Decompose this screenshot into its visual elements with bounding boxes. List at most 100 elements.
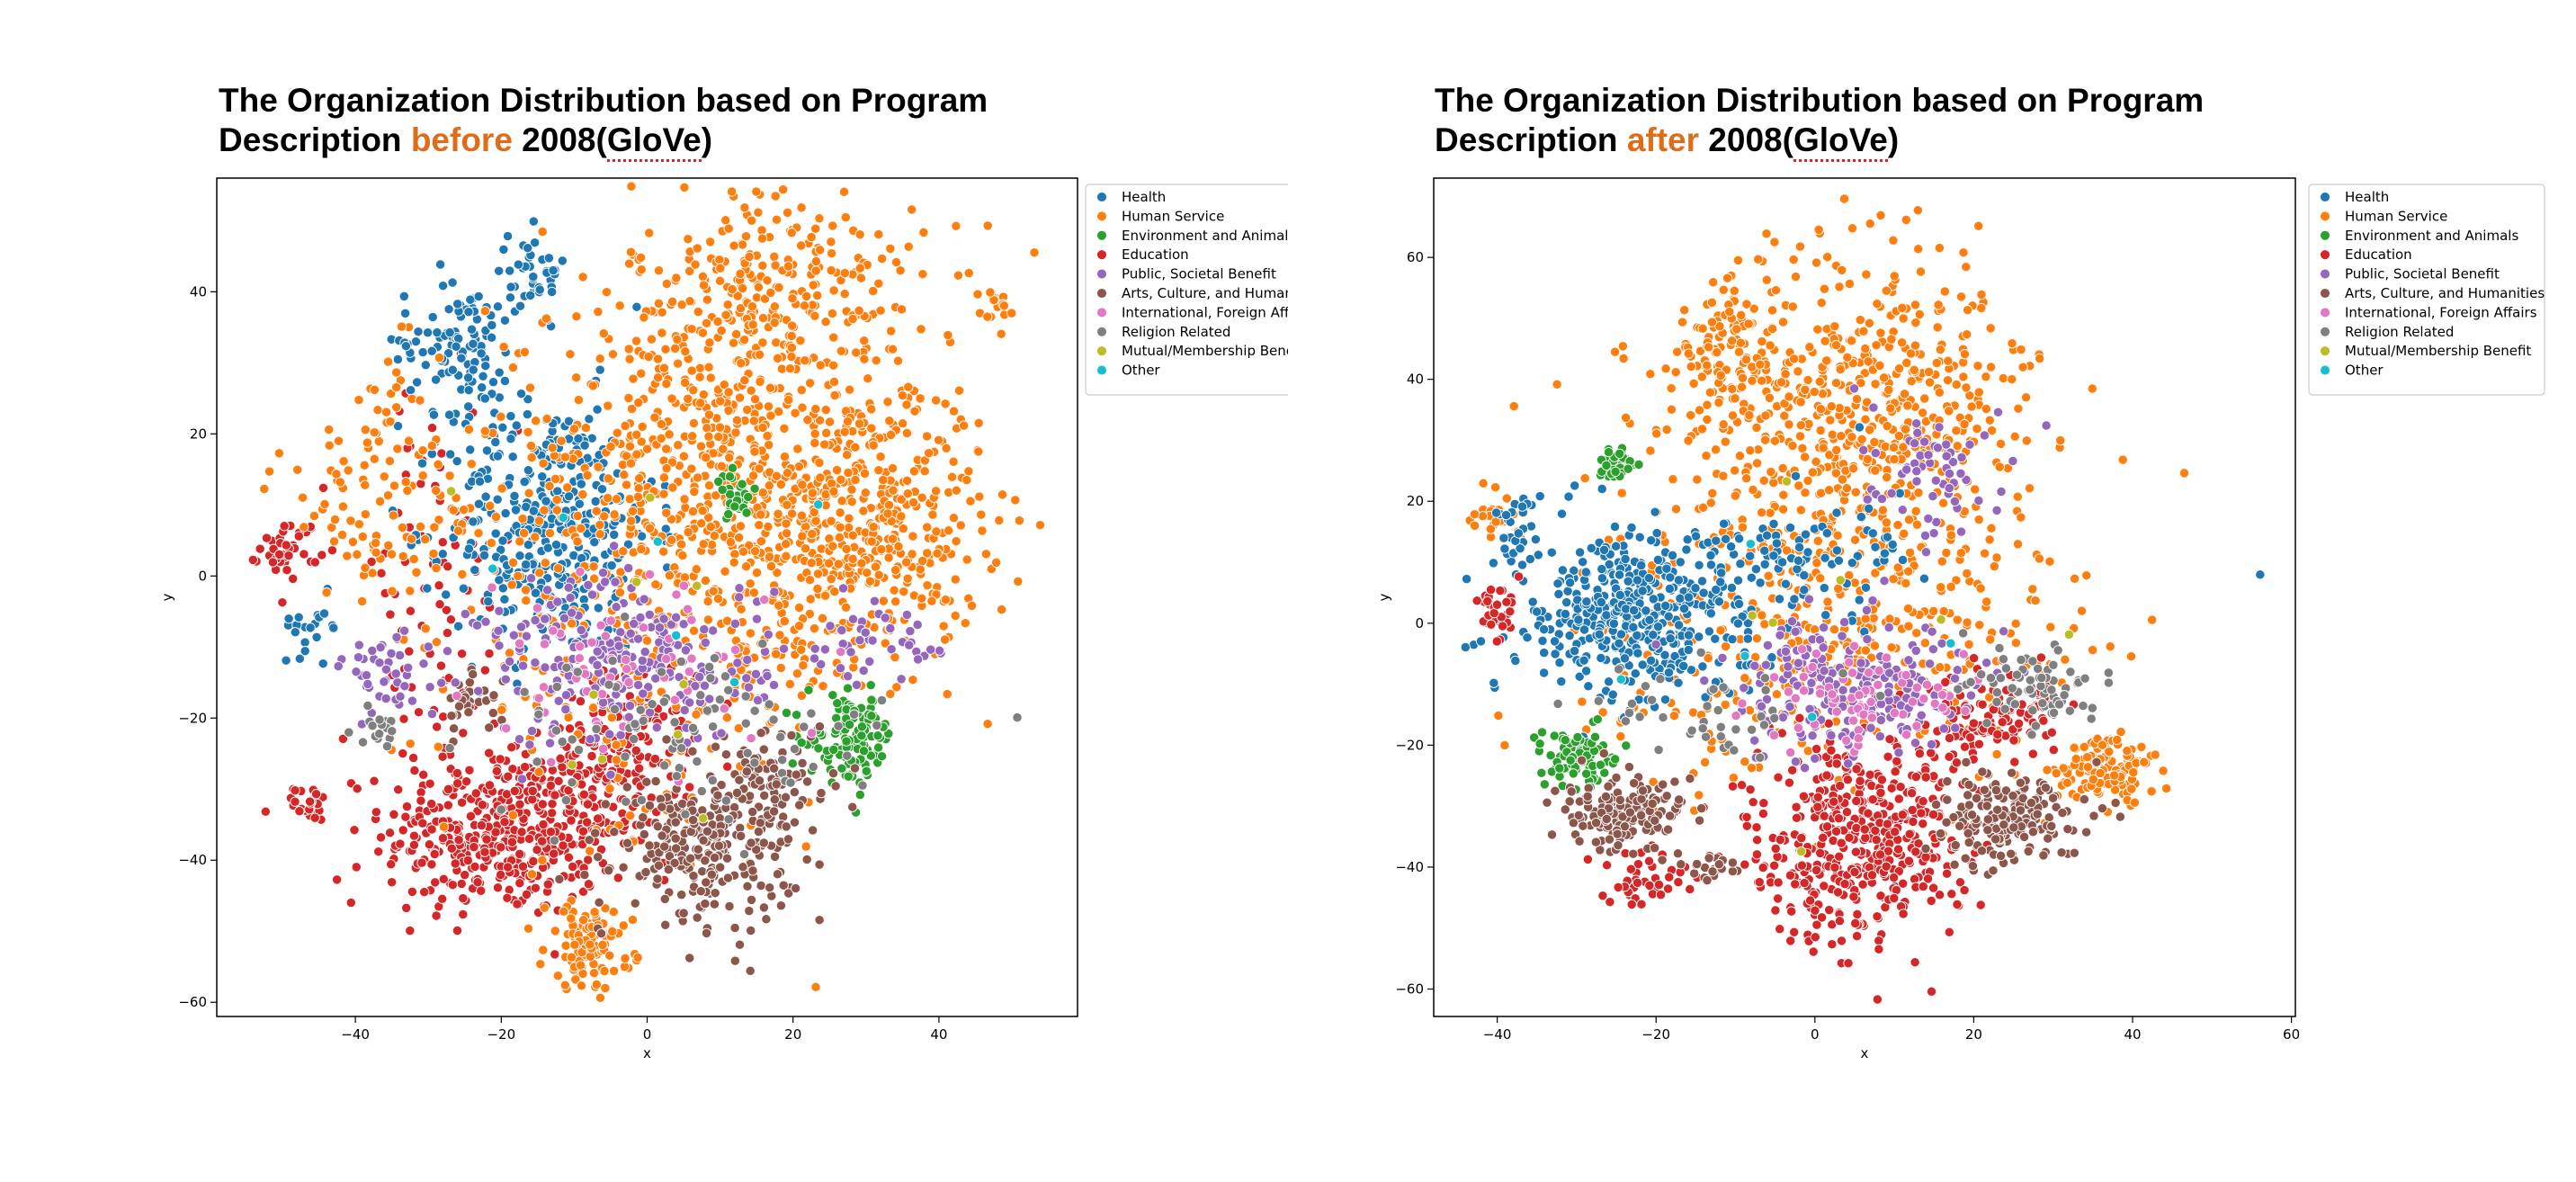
data-point — [597, 939, 608, 951]
data-point — [703, 431, 714, 442]
data-point — [345, 897, 356, 909]
data-point — [453, 701, 465, 712]
data-point — [526, 725, 538, 737]
data-point — [445, 486, 457, 497]
data-point — [345, 515, 356, 526]
data-point — [855, 273, 867, 283]
data-point — [384, 828, 396, 838]
data-point — [812, 290, 823, 301]
data-point — [1837, 264, 1847, 276]
data-point — [720, 671, 731, 682]
data-point — [2007, 373, 2017, 385]
data-point — [374, 496, 386, 507]
data-point — [609, 703, 621, 715]
data-point — [621, 796, 631, 807]
data-point — [405, 605, 416, 616]
data-point — [631, 429, 642, 440]
data-point — [677, 798, 688, 810]
data-point — [848, 709, 860, 720]
data-point — [387, 586, 398, 596]
data-point — [804, 608, 815, 620]
data-point — [729, 549, 740, 560]
data-point — [858, 746, 870, 757]
data-point — [720, 215, 731, 226]
data-point — [476, 885, 487, 896]
data-point — [771, 779, 782, 790]
data-point — [846, 484, 857, 495]
legend-label: Public, Societal Benefit — [1122, 266, 1276, 282]
y-tick-label: 40 — [190, 283, 207, 300]
data-point — [960, 618, 970, 629]
data-point — [864, 576, 876, 587]
data-point — [622, 664, 632, 675]
data-point — [503, 771, 514, 782]
data-point — [552, 563, 564, 574]
data-point — [690, 259, 701, 270]
data-point — [452, 525, 464, 536]
data-point — [1666, 383, 1677, 394]
data-point — [1764, 392, 1775, 404]
data-point — [525, 573, 537, 584]
data-point — [1970, 484, 1981, 495]
scatter-points — [247, 181, 1046, 1003]
data-point — [774, 282, 784, 293]
data-point — [742, 881, 753, 891]
data-point — [619, 470, 630, 480]
data-point — [814, 457, 825, 469]
data-point — [725, 537, 737, 548]
data-point — [613, 640, 624, 651]
data-point — [702, 294, 713, 305]
data-point — [704, 237, 716, 247]
data-point — [389, 809, 399, 820]
data-point — [357, 531, 368, 542]
data-point — [778, 643, 790, 654]
data-point — [753, 282, 765, 292]
y-tick-label: 0 — [198, 568, 207, 584]
data-point — [425, 682, 435, 693]
data-point — [765, 560, 777, 572]
data-point — [679, 704, 690, 716]
data-point — [746, 925, 756, 936]
data-point — [1816, 297, 1827, 309]
data-point — [319, 498, 330, 510]
data-point — [1800, 452, 1811, 462]
data-point — [507, 764, 518, 775]
data-point — [1766, 466, 1776, 478]
data-point — [441, 589, 452, 600]
data-point — [759, 790, 770, 801]
data-point — [631, 301, 642, 312]
data-point — [808, 761, 818, 773]
data-point — [1858, 326, 1869, 336]
legend-label: Health — [1122, 189, 1166, 205]
data-point — [499, 315, 511, 326]
data-point — [601, 287, 613, 298]
data-point — [433, 741, 443, 752]
data-point — [566, 913, 577, 924]
data-point — [859, 336, 870, 346]
data-point — [1751, 633, 1763, 644]
data-point — [676, 889, 687, 900]
data-point — [859, 354, 870, 364]
data-point — [550, 926, 560, 936]
data-point — [609, 827, 620, 837]
data-point — [434, 580, 444, 591]
data-point — [524, 382, 536, 393]
data-point — [627, 506, 639, 516]
data-point — [1951, 425, 1962, 436]
data-point — [563, 582, 574, 593]
data-point — [1928, 605, 1939, 617]
data-point — [385, 416, 396, 427]
y-axis-label: y — [159, 593, 175, 601]
data-point — [828, 486, 839, 497]
data-point — [540, 662, 550, 673]
data-point — [328, 536, 340, 547]
data-point — [469, 841, 479, 853]
data-point — [507, 557, 519, 569]
data-point — [398, 713, 409, 724]
data-point — [436, 677, 447, 688]
data-point — [603, 492, 613, 504]
data-point — [802, 415, 813, 425]
data-point — [618, 546, 629, 557]
data-point — [917, 269, 928, 280]
data-point — [789, 817, 801, 828]
